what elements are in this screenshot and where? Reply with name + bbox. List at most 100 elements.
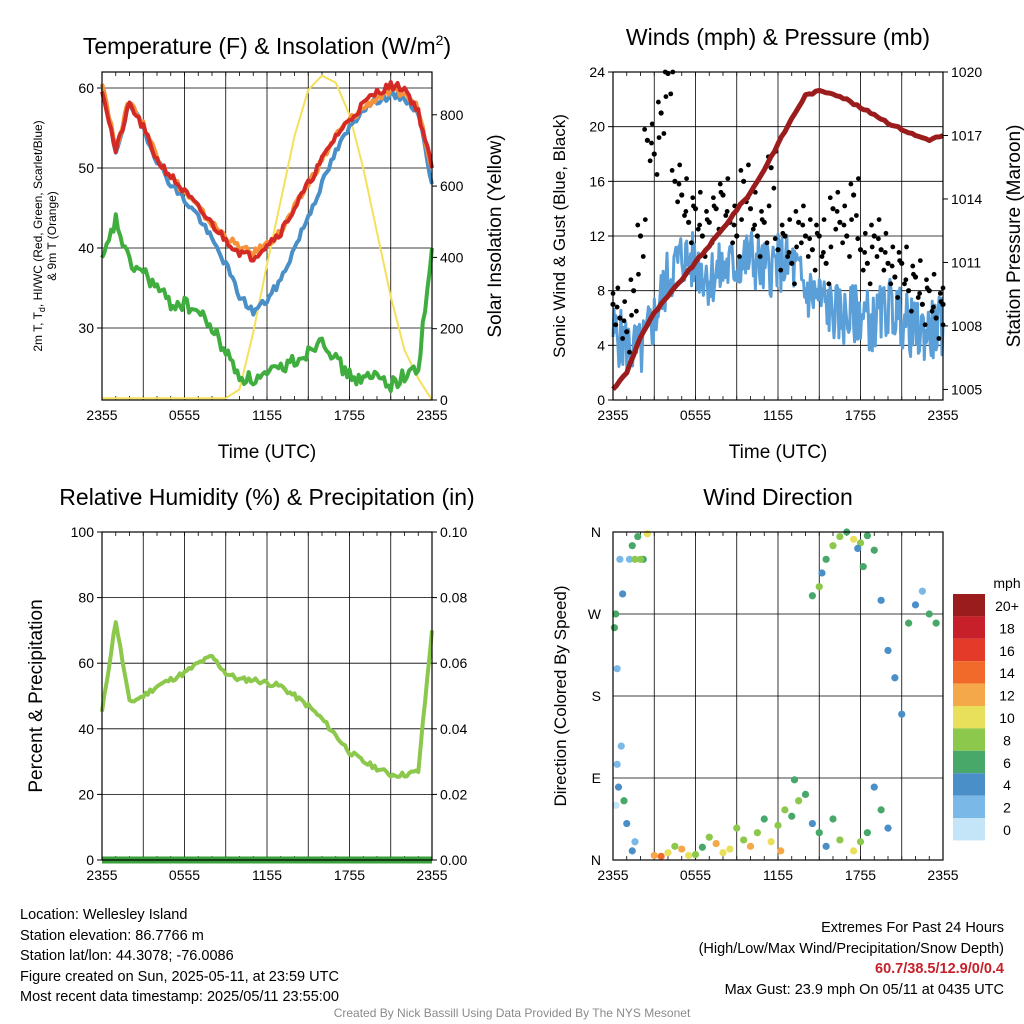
gust-point bbox=[682, 213, 687, 218]
direction-point bbox=[863, 532, 871, 540]
gust-point bbox=[842, 203, 848, 209]
direction-ylabel: Direction (Colored By Speed) bbox=[551, 585, 570, 806]
direction-point bbox=[870, 783, 878, 791]
y-tick-label: 200 bbox=[440, 321, 464, 337]
gust-point bbox=[910, 263, 916, 269]
direction-point bbox=[733, 824, 741, 832]
direction-point bbox=[760, 815, 768, 823]
gust-point bbox=[686, 219, 692, 225]
extremes-values: 60.7/38.5/12.9/0/0.4 bbox=[875, 961, 1004, 977]
gust-point bbox=[775, 247, 781, 253]
gust-point bbox=[658, 110, 664, 116]
gust-point bbox=[692, 206, 699, 212]
direction-point bbox=[705, 833, 713, 841]
legend-label: 14 bbox=[999, 665, 1015, 681]
gust-point bbox=[747, 206, 754, 212]
legend-label: 0 bbox=[1003, 822, 1011, 838]
max-gust-text: Max Gust: 23.9 mph On 05/11 at 0435 UTC bbox=[724, 981, 1004, 998]
gust-point bbox=[613, 322, 619, 328]
gust-point bbox=[851, 192, 857, 198]
y-tick-label: 60 bbox=[78, 655, 94, 671]
series-td bbox=[100, 212, 434, 394]
gust-point bbox=[833, 226, 839, 232]
gust-point bbox=[820, 250, 826, 255]
gust-point bbox=[871, 233, 877, 239]
direction-point bbox=[856, 838, 865, 846]
gust-point bbox=[903, 277, 909, 283]
legend-label: 6 bbox=[1003, 755, 1011, 771]
gust-point bbox=[867, 281, 873, 287]
direction-point bbox=[863, 829, 871, 837]
direction-point bbox=[657, 852, 665, 860]
gust-point bbox=[917, 291, 923, 296]
x-tick-label: 2355 bbox=[927, 407, 958, 423]
gust-point bbox=[649, 140, 654, 146]
gust-point bbox=[628, 277, 634, 283]
legend-swatch bbox=[953, 818, 985, 841]
x-tick-label: 1755 bbox=[845, 407, 876, 423]
y-tick-label: 600 bbox=[440, 178, 464, 194]
direction-point bbox=[777, 847, 785, 855]
gust-point bbox=[717, 181, 723, 187]
direction-title: Wind Direction bbox=[703, 484, 853, 510]
gust-point bbox=[637, 233, 644, 239]
legend-label: 2 bbox=[1003, 800, 1011, 816]
x-tick-label: 0555 bbox=[680, 407, 711, 423]
direction-point bbox=[719, 849, 727, 857]
x-tick-label: 2355 bbox=[416, 407, 447, 423]
gust-point bbox=[787, 217, 793, 223]
legend-swatch bbox=[953, 773, 985, 796]
direction-point bbox=[613, 760, 621, 768]
y-tick-label: N bbox=[591, 524, 601, 540]
gust-point bbox=[731, 222, 737, 228]
direction-point bbox=[712, 840, 720, 848]
x-tick-label: 0555 bbox=[169, 867, 200, 883]
temperature-ylabel-line2: & 9m T (Orange) bbox=[45, 191, 59, 281]
y-tick-label: 100 bbox=[71, 524, 95, 540]
direction-point bbox=[612, 610, 620, 618]
gust-point bbox=[874, 254, 880, 259]
direction-point bbox=[801, 790, 810, 799]
gust-point bbox=[837, 219, 843, 225]
gust-point bbox=[647, 158, 653, 164]
direction-point bbox=[612, 801, 620, 809]
gust-point bbox=[677, 162, 683, 168]
direction-point bbox=[859, 563, 867, 571]
gust-point bbox=[656, 135, 662, 141]
gust-point bbox=[629, 312, 634, 318]
gust-point bbox=[937, 291, 943, 296]
direction-point bbox=[856, 539, 865, 547]
gust-point bbox=[847, 254, 852, 259]
x-tick-label: 2355 bbox=[86, 407, 117, 423]
gust-point bbox=[642, 126, 648, 132]
direction-point bbox=[631, 838, 639, 846]
y-tick-label: 1020 bbox=[951, 64, 982, 80]
direction-point bbox=[905, 619, 913, 627]
direction-point bbox=[790, 776, 799, 784]
direction-point bbox=[753, 829, 761, 837]
legend-swatch bbox=[953, 728, 985, 751]
direction-point bbox=[616, 555, 624, 563]
gust-point bbox=[640, 254, 646, 259]
elevation-text: Station elevation: 86.7766 m bbox=[20, 927, 204, 944]
gust-point bbox=[840, 240, 846, 246]
winds-plot-area: 2355 0555 1155 1755 235504812162024100510081… bbox=[589, 64, 982, 423]
y-tick-label: 0.06 bbox=[440, 655, 467, 671]
direction-point bbox=[623, 819, 631, 828]
gust-point bbox=[697, 189, 703, 195]
gust-point bbox=[754, 233, 760, 239]
gust-point bbox=[695, 226, 701, 232]
direction-point bbox=[818, 569, 826, 577]
direction-point bbox=[650, 851, 658, 860]
y-tick-label: 0.02 bbox=[440, 786, 467, 802]
direction-point bbox=[877, 806, 885, 814]
gust-point bbox=[826, 281, 832, 287]
latlon-text: Station lat/lon: 44.3078; -76.0086 bbox=[20, 948, 234, 964]
temperature-xlabel: Time (UTC) bbox=[218, 442, 317, 463]
legend-swatch bbox=[953, 750, 985, 774]
direction-point bbox=[691, 850, 700, 859]
gust-point bbox=[881, 267, 887, 273]
created-text: Figure created on Sun, 2025-05-11, at 23… bbox=[20, 968, 339, 985]
gust-point bbox=[644, 137, 650, 143]
plot-frame bbox=[101, 71, 433, 401]
